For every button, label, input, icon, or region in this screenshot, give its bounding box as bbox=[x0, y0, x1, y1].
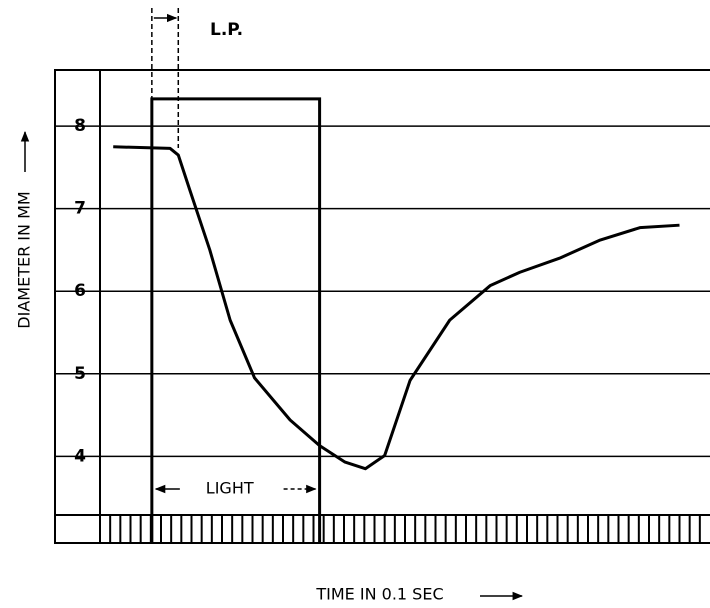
y-axis-label-group: DIAMETER IN MM bbox=[15, 130, 34, 329]
light-label-bg bbox=[201, 476, 270, 500]
lp-label: L.P. bbox=[210, 20, 243, 40]
line bbox=[113, 145, 680, 471]
light-box bbox=[150, 97, 322, 543]
x-axis-label: TIME IN 0.1 SEC bbox=[315, 585, 443, 604]
light-label: LIGHT bbox=[206, 479, 254, 498]
y-axis-label: DIAMETER IN MM bbox=[15, 191, 34, 328]
